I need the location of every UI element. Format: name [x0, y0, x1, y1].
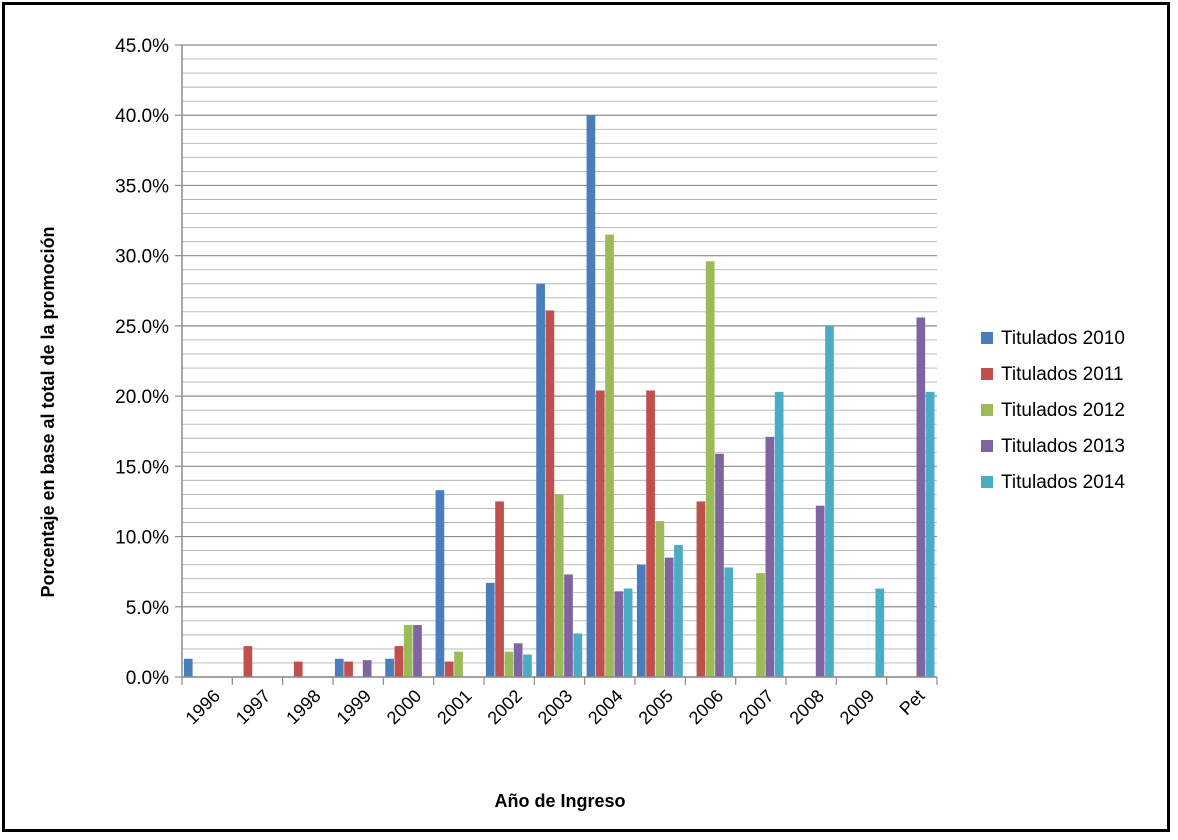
bar-titulados-2014-2008: [825, 325, 834, 677]
bar-titulados-2012-2004: [605, 234, 614, 677]
y-tick-label: 30.0%: [115, 247, 169, 268]
x-tick-label: 2007: [735, 686, 777, 728]
bar-titulados-2010-2001: [435, 490, 445, 677]
x-tick-labels: 1996 1997 1998 1999 2000 2001 2002 2003 2004 2005…: [182, 686, 929, 728]
bar-titulados-2011-2001: [444, 661, 454, 677]
x-tick-label: 2004: [584, 686, 626, 728]
x-tick-label: Pet: [895, 686, 928, 719]
legend-label: Titulados 2013: [1001, 436, 1125, 457]
bar-titulados-2011-2000: [394, 646, 404, 677]
x-tick-label: 1999: [333, 686, 375, 728]
x-tick-label: 2001: [433, 686, 475, 728]
bar-titulados-2013-1999: [362, 660, 372, 677]
y-tick-label: 45.0%: [115, 36, 169, 57]
bar-titulados-2011-2002: [495, 501, 504, 677]
x-tick-label: 2008: [786, 686, 828, 728]
bar-titulados-2012-2005: [655, 521, 665, 677]
bar-titulados-2013-2003: [564, 574, 573, 677]
bar-titulados-2010-2004: [586, 115, 596, 677]
x-axis-title: Año de Ingreso: [494, 791, 625, 811]
legend-swatch: [981, 332, 993, 344]
x-tick-label: 1996: [182, 686, 224, 728]
bar-titulados-2012-2002: [504, 651, 514, 677]
bar-titulados-2011-1999: [344, 661, 353, 677]
bar-titulados-2014-pet: [925, 391, 935, 677]
x-tick-label: 2005: [635, 686, 677, 728]
x-tick-label: 1997: [232, 686, 274, 728]
y-tick-label: 20.0%: [115, 387, 169, 408]
legend: Titulados 2010 Titulados 2011 Titulados 20…: [981, 328, 1125, 493]
legend-label: Titulados 2012: [1001, 400, 1125, 421]
bar-titulados-2012-2000: [403, 625, 413, 677]
x-tick-label: 1998: [282, 686, 324, 728]
bar-titulados-2012-2003: [554, 494, 564, 677]
bar-titulados-2011-2003: [545, 310, 555, 677]
legend-label: Titulados 2011: [1001, 364, 1124, 385]
bar-titulados-2010-2005: [636, 564, 646, 677]
y-tick-label: 40.0%: [115, 106, 169, 127]
bar-titulados-2014-2009: [875, 588, 885, 677]
y-tick-label: 35.0%: [115, 176, 169, 197]
axes: [175, 44, 938, 685]
x-tick-label: 2006: [685, 686, 727, 728]
bar-titulados-2012-2006: [705, 261, 715, 677]
bar-titulados-2013-pet: [916, 317, 926, 677]
bar-titulados-2014-2003: [573, 633, 583, 677]
bar-titulados-2014-2006: [724, 567, 734, 677]
legend-label: Titulados 2010: [1001, 328, 1125, 349]
bar-titulados-2011-1997: [243, 646, 253, 677]
bar-titulados-2013-2004: [614, 591, 624, 677]
x-tick-label: 2002: [484, 686, 526, 728]
bars: [183, 115, 935, 677]
bar-titulados-2011-2005: [646, 390, 655, 677]
bar-titulados-2013-2006: [715, 453, 724, 677]
bar-titulados-2013-2008: [815, 505, 825, 677]
bar-titulados-2010-2000: [385, 658, 394, 677]
legend-swatch: [981, 476, 993, 488]
bar-titulados-2010-2002: [485, 582, 495, 677]
bar-titulados-2011-2004: [595, 390, 605, 677]
bar-titulados-2010-1996: [183, 658, 193, 677]
bar-titulados-2010-1999: [334, 658, 344, 677]
bar-titulados-2010-2003: [536, 283, 545, 677]
legend-swatch: [981, 440, 993, 452]
bar-titulados-2012-2001: [454, 651, 463, 677]
legend-swatch: [981, 404, 993, 416]
bar-titulados-2012-2007: [756, 573, 765, 677]
y-tick-label: 15.0%: [115, 457, 169, 478]
bar-titulados-2013-2005: [664, 557, 674, 677]
x-tick-label: 2000: [383, 686, 425, 728]
y-tick-label: 0.0%: [126, 668, 169, 689]
bar-titulados-2013-2000: [413, 625, 422, 677]
bar-titulados-2013-2007: [765, 436, 775, 677]
bar-titulados-2013-2002: [513, 643, 523, 677]
legend-label: Titulados 2014: [1001, 472, 1125, 493]
bar-titulados-2011-1998: [293, 661, 303, 677]
x-tick-label: 2003: [534, 686, 576, 728]
bar-titulados-2014-2007: [774, 391, 784, 677]
y-tick-labels: 0.0% 5.0% 10.0% 15.0% 20.0% 25.0% 30.0% 35.0% 40…: [115, 36, 169, 689]
y-tick-label: 5.0%: [126, 598, 169, 619]
x-tick-label: 2009: [836, 686, 878, 728]
chart-frame: [2, 2, 1170, 832]
y-tick-label: 25.0%: [115, 317, 169, 338]
y-tick-label: 10.0%: [115, 528, 169, 549]
legend-swatch: [981, 368, 993, 380]
y-axis-title: Porcentaje en base al total de la promoc…: [38, 226, 58, 597]
bar-titulados-2014-2002: [523, 654, 532, 677]
bar-titulados-2014-2005: [674, 544, 683, 677]
bar-titulados-2014-2004: [623, 588, 633, 677]
bar-titulados-2011-2006: [696, 501, 706, 677]
